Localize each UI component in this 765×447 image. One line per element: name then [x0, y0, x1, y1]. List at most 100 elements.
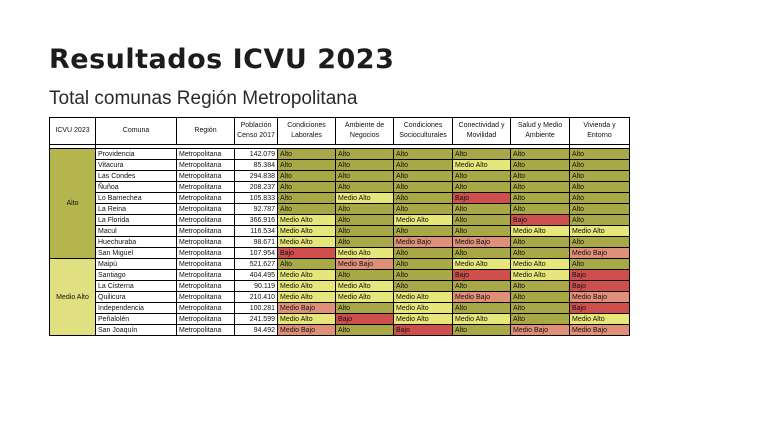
comuna-cell: La Florida [95, 214, 177, 226]
comuna-cell: Providencia [95, 148, 177, 160]
table-spacer-row [49, 144, 630, 149]
vivienda-level-cell: Bajo [569, 269, 630, 281]
salud-level-cell: Medio Bajo [510, 324, 570, 336]
salud-level-cell: Alto [510, 181, 570, 193]
vivienda-level-cell: Bajo [569, 302, 630, 314]
laborales-level-cell: Medio Alto [277, 225, 336, 237]
laborales-level-cell: Medio Alto [277, 214, 336, 226]
negocios-level-cell: Alto [335, 302, 394, 314]
negocios-level-cell: Medio Alto [335, 280, 394, 292]
socioculturales-level-cell: Alto [393, 148, 453, 160]
negocios-level-cell: Medio Alto [335, 192, 394, 204]
laborales-level-cell: Medio Bajo [277, 302, 336, 314]
region-cell: Metropolitana [176, 181, 235, 193]
socioculturales-level-cell: Alto [393, 203, 453, 215]
socioculturales-level-cell: Alto [393, 258, 453, 270]
salud-level-cell: Bajo [510, 214, 570, 226]
table-row: La Cisterna Metropolitana 90.119 Medio Alto… [50, 280, 630, 292]
region-cell: Metropolitana [176, 214, 235, 226]
region-cell: Metropolitana [176, 247, 235, 259]
table-row: Huechuraba Metropolitana 98.671 Medio Alto A… [50, 236, 630, 248]
comuna-cell: Maipú [95, 258, 177, 270]
icvu-results-table: ICVU 2023 Comuna Región Población Censo … [49, 117, 630, 336]
table-row: Independencia Metropolitana 100.281 Medio B… [50, 302, 630, 314]
comuna-cell: Ñuñoa [95, 181, 177, 193]
salud-level-cell: Alto [510, 291, 570, 303]
comuna-cell: Macul [95, 225, 177, 237]
table-row: Vitacura Metropolitana 85.384 Alto Alto Alto M… [50, 159, 630, 171]
table-header-row: ICVU 2023 Comuna Región Población Censo … [49, 117, 630, 145]
table-row: Lo Barnechea Metropolitana 105.833 Alto Medi… [50, 192, 630, 204]
laborales-level-cell: Alto [277, 170, 336, 182]
region-cell: Metropolitana [176, 280, 235, 292]
conectividad-level-cell: Bajo [452, 269, 511, 281]
salud-level-cell: Alto [510, 247, 570, 259]
salud-level-cell: Alto [510, 170, 570, 182]
comuna-cell: San Joaquín [95, 324, 177, 336]
negocios-level-cell: Medio Bajo [335, 258, 394, 270]
poblacion-cell: 210.410 [234, 291, 278, 303]
region-cell: Metropolitana [176, 236, 235, 248]
region-cell: Metropolitana [176, 324, 235, 336]
laborales-level-cell: Alto [277, 148, 336, 160]
region-cell: Metropolitana [176, 148, 235, 160]
vivienda-level-cell: Medio Bajo [569, 247, 630, 259]
table-row: La Reina Metropolitana 92.787 Alto Alto Alto A… [50, 203, 630, 215]
salud-level-cell: Medio Alto [510, 269, 570, 281]
page-title: Resultados ICVU 2023 [49, 44, 395, 75]
poblacion-cell: 366.916 [234, 214, 278, 226]
vivienda-level-cell: Alto [569, 236, 630, 248]
region-cell: Metropolitana [176, 302, 235, 314]
poblacion-cell: 98.671 [234, 236, 278, 248]
conectividad-level-cell: Alto [452, 181, 511, 193]
poblacion-cell: 85.384 [234, 159, 278, 171]
vivienda-level-cell: Medio Alto [569, 313, 630, 325]
conectividad-level-cell: Alto [452, 170, 511, 182]
poblacion-cell: 107.954 [234, 247, 278, 259]
negocios-level-cell: Alto [335, 181, 394, 193]
socioculturales-level-cell: Alto [393, 225, 453, 237]
conectividad-level-cell: Medio Bajo [452, 236, 511, 248]
table-row: Las Condes Metropolitana 294.838 Alto Alto Al… [50, 170, 630, 182]
comuna-cell: Lo Barnechea [95, 192, 177, 204]
salud-level-cell: Alto [510, 159, 570, 171]
socioculturales-level-cell: Medio Alto [393, 291, 453, 303]
poblacion-cell: 208.237 [234, 181, 278, 193]
laborales-level-cell: Alto [277, 258, 336, 270]
negocios-level-cell: Bajo [335, 313, 394, 325]
poblacion-cell: 241.599 [234, 313, 278, 325]
socioculturales-level-cell: Alto [393, 159, 453, 171]
conectividad-level-cell: Alto [452, 280, 511, 292]
comuna-cell: La Cisterna [95, 280, 177, 292]
socioculturales-level-cell: Medio Alto [393, 214, 453, 226]
vivienda-level-cell: Alto [569, 159, 630, 171]
comuna-cell: Quilicura [95, 291, 177, 303]
page-subtitle: Total comunas Región Metropolitana [49, 88, 358, 109]
laborales-level-cell: Alto [277, 159, 336, 171]
socioculturales-level-cell: Medio Alto [393, 302, 453, 314]
salud-level-cell: Alto [510, 236, 570, 248]
conectividad-level-cell: Alto [452, 214, 511, 226]
vivienda-level-cell: Alto [569, 181, 630, 193]
header-salud-medio-ambiente: Salud y Medio Ambiente [510, 117, 570, 145]
laborales-level-cell: Medio Bajo [277, 324, 336, 336]
negocios-level-cell: Alto [335, 225, 394, 237]
laborales-level-cell: Medio Alto [277, 313, 336, 325]
poblacion-cell: 116.534 [234, 225, 278, 237]
socioculturales-level-cell: Alto [393, 170, 453, 182]
salud-level-cell: Alto [510, 302, 570, 314]
table-row: La Florida Metropolitana 366.916 Medio Alto… [50, 214, 630, 226]
comuna-cell: Las Condes [95, 170, 177, 182]
region-cell: Metropolitana [176, 291, 235, 303]
icvu-group-label: Medio Alto [49, 258, 96, 336]
socioculturales-level-cell: Alto [393, 269, 453, 281]
header-poblacion: Población Censo 2017 [234, 117, 278, 145]
header-comuna: Comuna [95, 117, 177, 145]
poblacion-cell: 92.787 [234, 203, 278, 215]
poblacion-cell: 105.833 [234, 192, 278, 204]
vivienda-level-cell: Alto [569, 148, 630, 160]
poblacion-cell: 521.627 [234, 258, 278, 270]
region-cell: Metropolitana [176, 159, 235, 171]
salud-level-cell: Alto [510, 203, 570, 215]
vivienda-level-cell: Bajo [569, 280, 630, 292]
